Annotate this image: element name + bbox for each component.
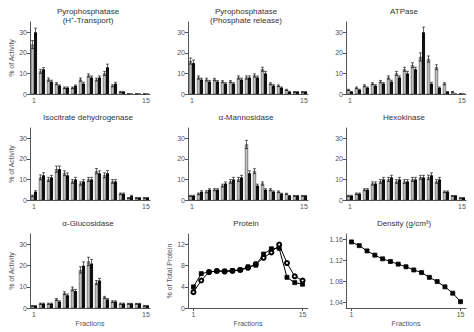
svg-text:ATPase: ATPase	[390, 7, 418, 16]
svg-text:0: 0	[23, 197, 27, 204]
svg-text:1.16: 1.16	[329, 236, 343, 243]
svg-text:1: 1	[190, 97, 194, 104]
svg-text:15: 15	[142, 311, 150, 318]
svg-text:α-Mannosidase: α-Mannosidase	[219, 113, 274, 122]
svg-text:10: 10	[177, 176, 185, 183]
svg-text:30: 30	[335, 135, 343, 142]
svg-text:12: 12	[177, 241, 185, 248]
svg-text:(Phosphate release): (Phosphate release)	[210, 16, 282, 25]
svg-text:20: 20	[19, 155, 27, 162]
svg-text:1.08: 1.08	[329, 278, 343, 285]
svg-text:10: 10	[335, 70, 343, 77]
svg-text:Fractions: Fractions	[76, 320, 105, 327]
svg-text:1: 1	[190, 203, 194, 210]
svg-text:(H⁺-Transport): (H⁺-Transport)	[63, 16, 114, 25]
svg-text:15: 15	[142, 97, 150, 104]
svg-text:Fractions: Fractions	[392, 320, 421, 327]
svg-text:Fractions: Fractions	[234, 320, 263, 327]
svg-text:10: 10	[177, 70, 185, 77]
svg-text:0: 0	[23, 91, 27, 98]
svg-text:30: 30	[19, 29, 27, 36]
svg-text:1: 1	[192, 311, 196, 318]
svg-text:0: 0	[181, 305, 185, 312]
svg-text:10: 10	[335, 176, 343, 183]
svg-text:0: 0	[23, 305, 27, 312]
svg-text:1: 1	[32, 311, 36, 318]
svg-text:15: 15	[300, 97, 308, 104]
svg-text:Isocitrate dehydrogenase: Isocitrate dehydrogenase	[43, 113, 133, 122]
svg-text:15: 15	[300, 203, 308, 210]
svg-text:1: 1	[348, 203, 352, 210]
svg-text:1: 1	[348, 97, 352, 104]
svg-text:10: 10	[19, 70, 27, 77]
svg-text:% of Activity: % of Activity	[8, 252, 16, 290]
svg-text:8: 8	[181, 262, 185, 269]
svg-text:20: 20	[177, 155, 185, 162]
svg-text:% of Total Protein: % of Total Protein	[166, 244, 173, 299]
svg-text:1.12: 1.12	[329, 257, 343, 264]
svg-text:1: 1	[350, 311, 354, 318]
svg-text:α-Glucosidase: α-Glucosidase	[62, 219, 114, 228]
svg-text:1: 1	[32, 203, 36, 210]
svg-text:20: 20	[177, 49, 185, 56]
svg-text:30: 30	[177, 29, 185, 36]
svg-text:20: 20	[19, 49, 27, 56]
svg-text:0: 0	[339, 197, 343, 204]
svg-text:10: 10	[19, 176, 27, 183]
svg-text:4: 4	[181, 283, 185, 290]
svg-text:20: 20	[19, 262, 27, 269]
svg-text:20: 20	[335, 49, 343, 56]
svg-text:15: 15	[299, 311, 307, 318]
svg-text:Density (g/cm³): Density (g/cm³)	[377, 219, 432, 228]
svg-text:30: 30	[19, 135, 27, 142]
svg-text:% of Activity: % of Activity	[8, 145, 16, 183]
svg-text:0: 0	[181, 91, 185, 98]
svg-text:20: 20	[335, 155, 343, 162]
svg-text:30: 30	[335, 29, 343, 36]
svg-text:Protein: Protein	[233, 219, 258, 228]
svg-text:10: 10	[19, 283, 27, 290]
svg-text:1: 1	[32, 97, 36, 104]
svg-text:0: 0	[181, 197, 185, 204]
svg-text:% of Activity: % of Activity	[8, 39, 16, 77]
svg-text:30: 30	[19, 241, 27, 248]
svg-text:15: 15	[457, 311, 465, 318]
svg-text:15: 15	[458, 97, 466, 104]
svg-text:15: 15	[142, 203, 150, 210]
svg-text:15: 15	[458, 203, 466, 210]
svg-text:Pyrophosphatase: Pyrophosphatase	[57, 7, 120, 16]
svg-text:Hexokinase: Hexokinase	[383, 113, 425, 122]
svg-text:0: 0	[339, 91, 343, 98]
svg-text:Pyrophosphatase: Pyrophosphatase	[215, 7, 278, 16]
svg-text:1.04: 1.04	[329, 299, 343, 306]
svg-text:30: 30	[177, 135, 185, 142]
